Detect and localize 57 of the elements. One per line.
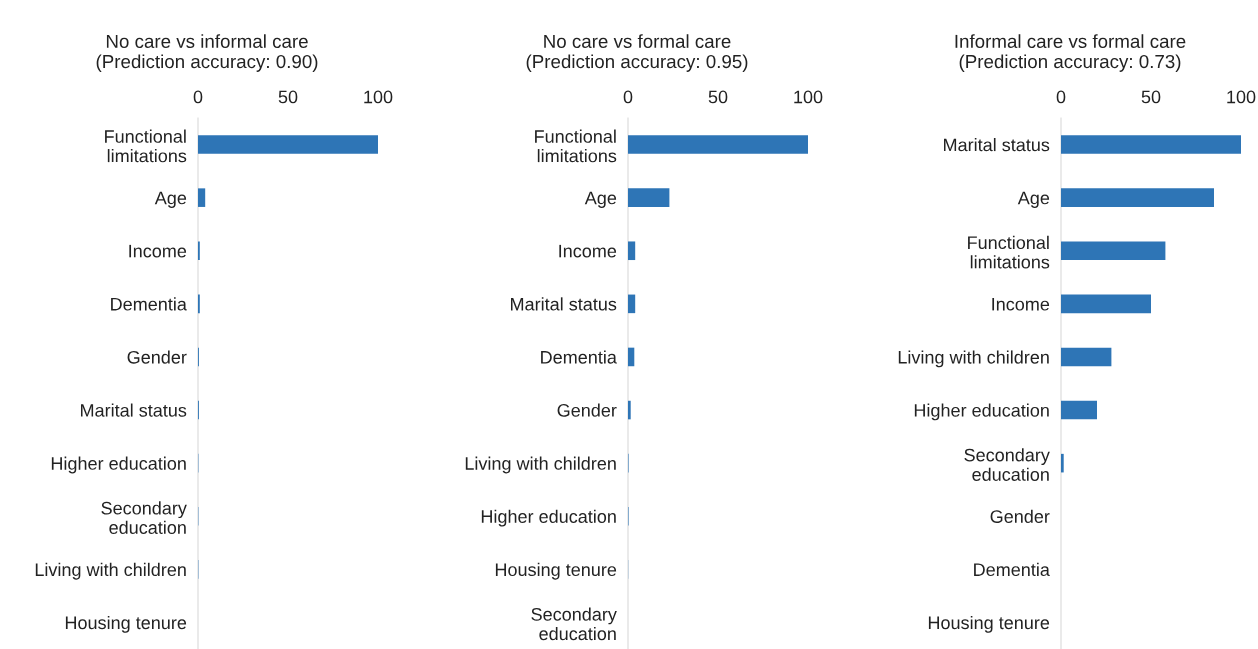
y-tick-label: Dementia <box>541 350 617 364</box>
y-tick-label: Gender <box>127 350 187 364</box>
chart-title: Informal care vs formal care (Prediction accuracy: 0.73) <box>955 34 1186 72</box>
chart-title: No care vs informal care (Prediction accuracy: 0.90) <box>96 34 318 72</box>
x-tick-label: 0 <box>1056 90 1066 104</box>
bar <box>628 241 636 261</box>
bar <box>198 135 378 154</box>
y-tick-label: Secondary education <box>531 607 617 641</box>
y-tick-label: Dementia <box>974 562 1050 577</box>
y-tick-label: Income <box>129 244 187 258</box>
bar <box>1061 135 1241 154</box>
y-tick-label: Functional limitations <box>968 235 1050 269</box>
y-tick-label: Gender <box>557 403 617 417</box>
chart-title: No care vs formal care (Prediction accuracy: 0.95) <box>526 34 748 72</box>
y-tick-label: Age <box>1017 191 1050 208</box>
bar <box>628 400 631 420</box>
x-tick-label: 100 <box>1227 90 1256 104</box>
x-tick-label: 0 <box>623 90 633 104</box>
bar <box>1061 347 1112 367</box>
y-tick-label: Living with children <box>35 562 186 580</box>
bar <box>628 188 670 207</box>
bar <box>628 135 808 154</box>
y-tick-label: Secondary education <box>964 448 1050 481</box>
bar <box>1061 188 1214 207</box>
x-tick-label: 50 <box>1141 90 1161 104</box>
y-tick-label: Age <box>584 191 617 208</box>
y-tick-label: Higher education <box>51 456 186 474</box>
bar <box>1061 400 1097 420</box>
x-tick-label: 100 <box>364 90 393 104</box>
x-tick-label: 0 <box>193 90 203 104</box>
y-tick-label: Gender <box>990 509 1050 523</box>
bar <box>198 188 206 207</box>
bar <box>628 294 636 314</box>
x-tick-label: 100 <box>794 90 823 104</box>
y-tick-label: Dementia <box>111 297 187 311</box>
y-tick-label: Income <box>559 244 617 258</box>
y-tick-label: Secondary education <box>101 501 187 534</box>
y-tick-label: Higher education <box>481 509 616 527</box>
bar <box>1061 294 1151 314</box>
y-tick-label: Functional limitations <box>105 129 187 163</box>
y-tick-label: Higher education <box>914 403 1049 421</box>
x-tick-label: 50 <box>708 90 728 104</box>
y-tick-label: Housing tenure <box>495 562 617 580</box>
y-tick-label: Age <box>154 191 187 208</box>
y-tick-label: Marital status <box>944 138 1050 152</box>
y-tick-label: Living with children <box>898 350 1049 368</box>
y-tick-label: Housing tenure <box>928 615 1050 633</box>
y-tick-label: Income <box>992 297 1050 311</box>
x-tick-label: 50 <box>278 90 298 104</box>
bar <box>1061 453 1064 473</box>
y-tick-label: Living with children <box>465 456 616 474</box>
y-tick-label: Marital status <box>81 403 187 417</box>
y-tick-label: Functional limitations <box>535 129 617 163</box>
y-tick-label: Marital status <box>511 297 617 311</box>
bar <box>1061 241 1166 261</box>
bar <box>628 347 635 367</box>
y-tick-label: Housing tenure <box>65 615 187 633</box>
